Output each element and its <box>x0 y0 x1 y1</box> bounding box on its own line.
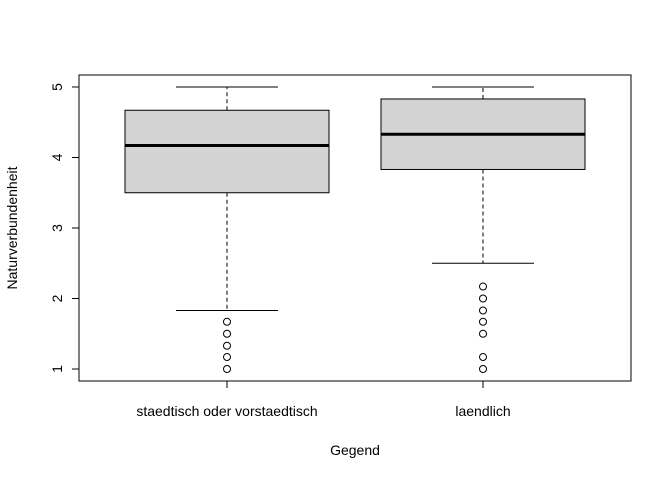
y-axis: 1 2 3 4 5 <box>49 83 80 373</box>
box-group <box>124 86 330 374</box>
x-tick-label: staedtisch oder vorstaedtisch <box>136 403 317 419</box>
y-tick-label: 4 <box>49 153 65 161</box>
box-group <box>380 86 586 374</box>
outlier-point <box>223 329 231 338</box>
outlier-point <box>479 365 487 374</box>
outlier-point <box>479 294 487 303</box>
outlier-point <box>479 353 487 362</box>
x-tick-label: laendlich <box>455 403 510 419</box>
y-axis-label: Naturverbundenheit <box>4 166 20 289</box>
x-axis: staedtisch oder vorstaedtisch laendlich <box>136 380 511 419</box>
outlier-point <box>479 317 487 326</box>
outlier-point <box>223 317 231 326</box>
outlier-point <box>479 282 487 291</box>
outlier-point <box>479 306 487 315</box>
y-tick-label: 3 <box>49 224 65 232</box>
iqr-box <box>124 109 330 194</box>
y-tick-label: 2 <box>49 294 65 302</box>
outlier-point <box>223 341 231 350</box>
outlier-point <box>479 329 487 338</box>
y-tick-label: 1 <box>49 365 65 373</box>
y-tick-label: 5 <box>49 83 65 91</box>
outlier-point <box>223 365 231 374</box>
x-axis-label: Gegend <box>330 442 380 458</box>
boxes-layer <box>124 86 586 374</box>
outlier-point <box>223 353 231 362</box>
